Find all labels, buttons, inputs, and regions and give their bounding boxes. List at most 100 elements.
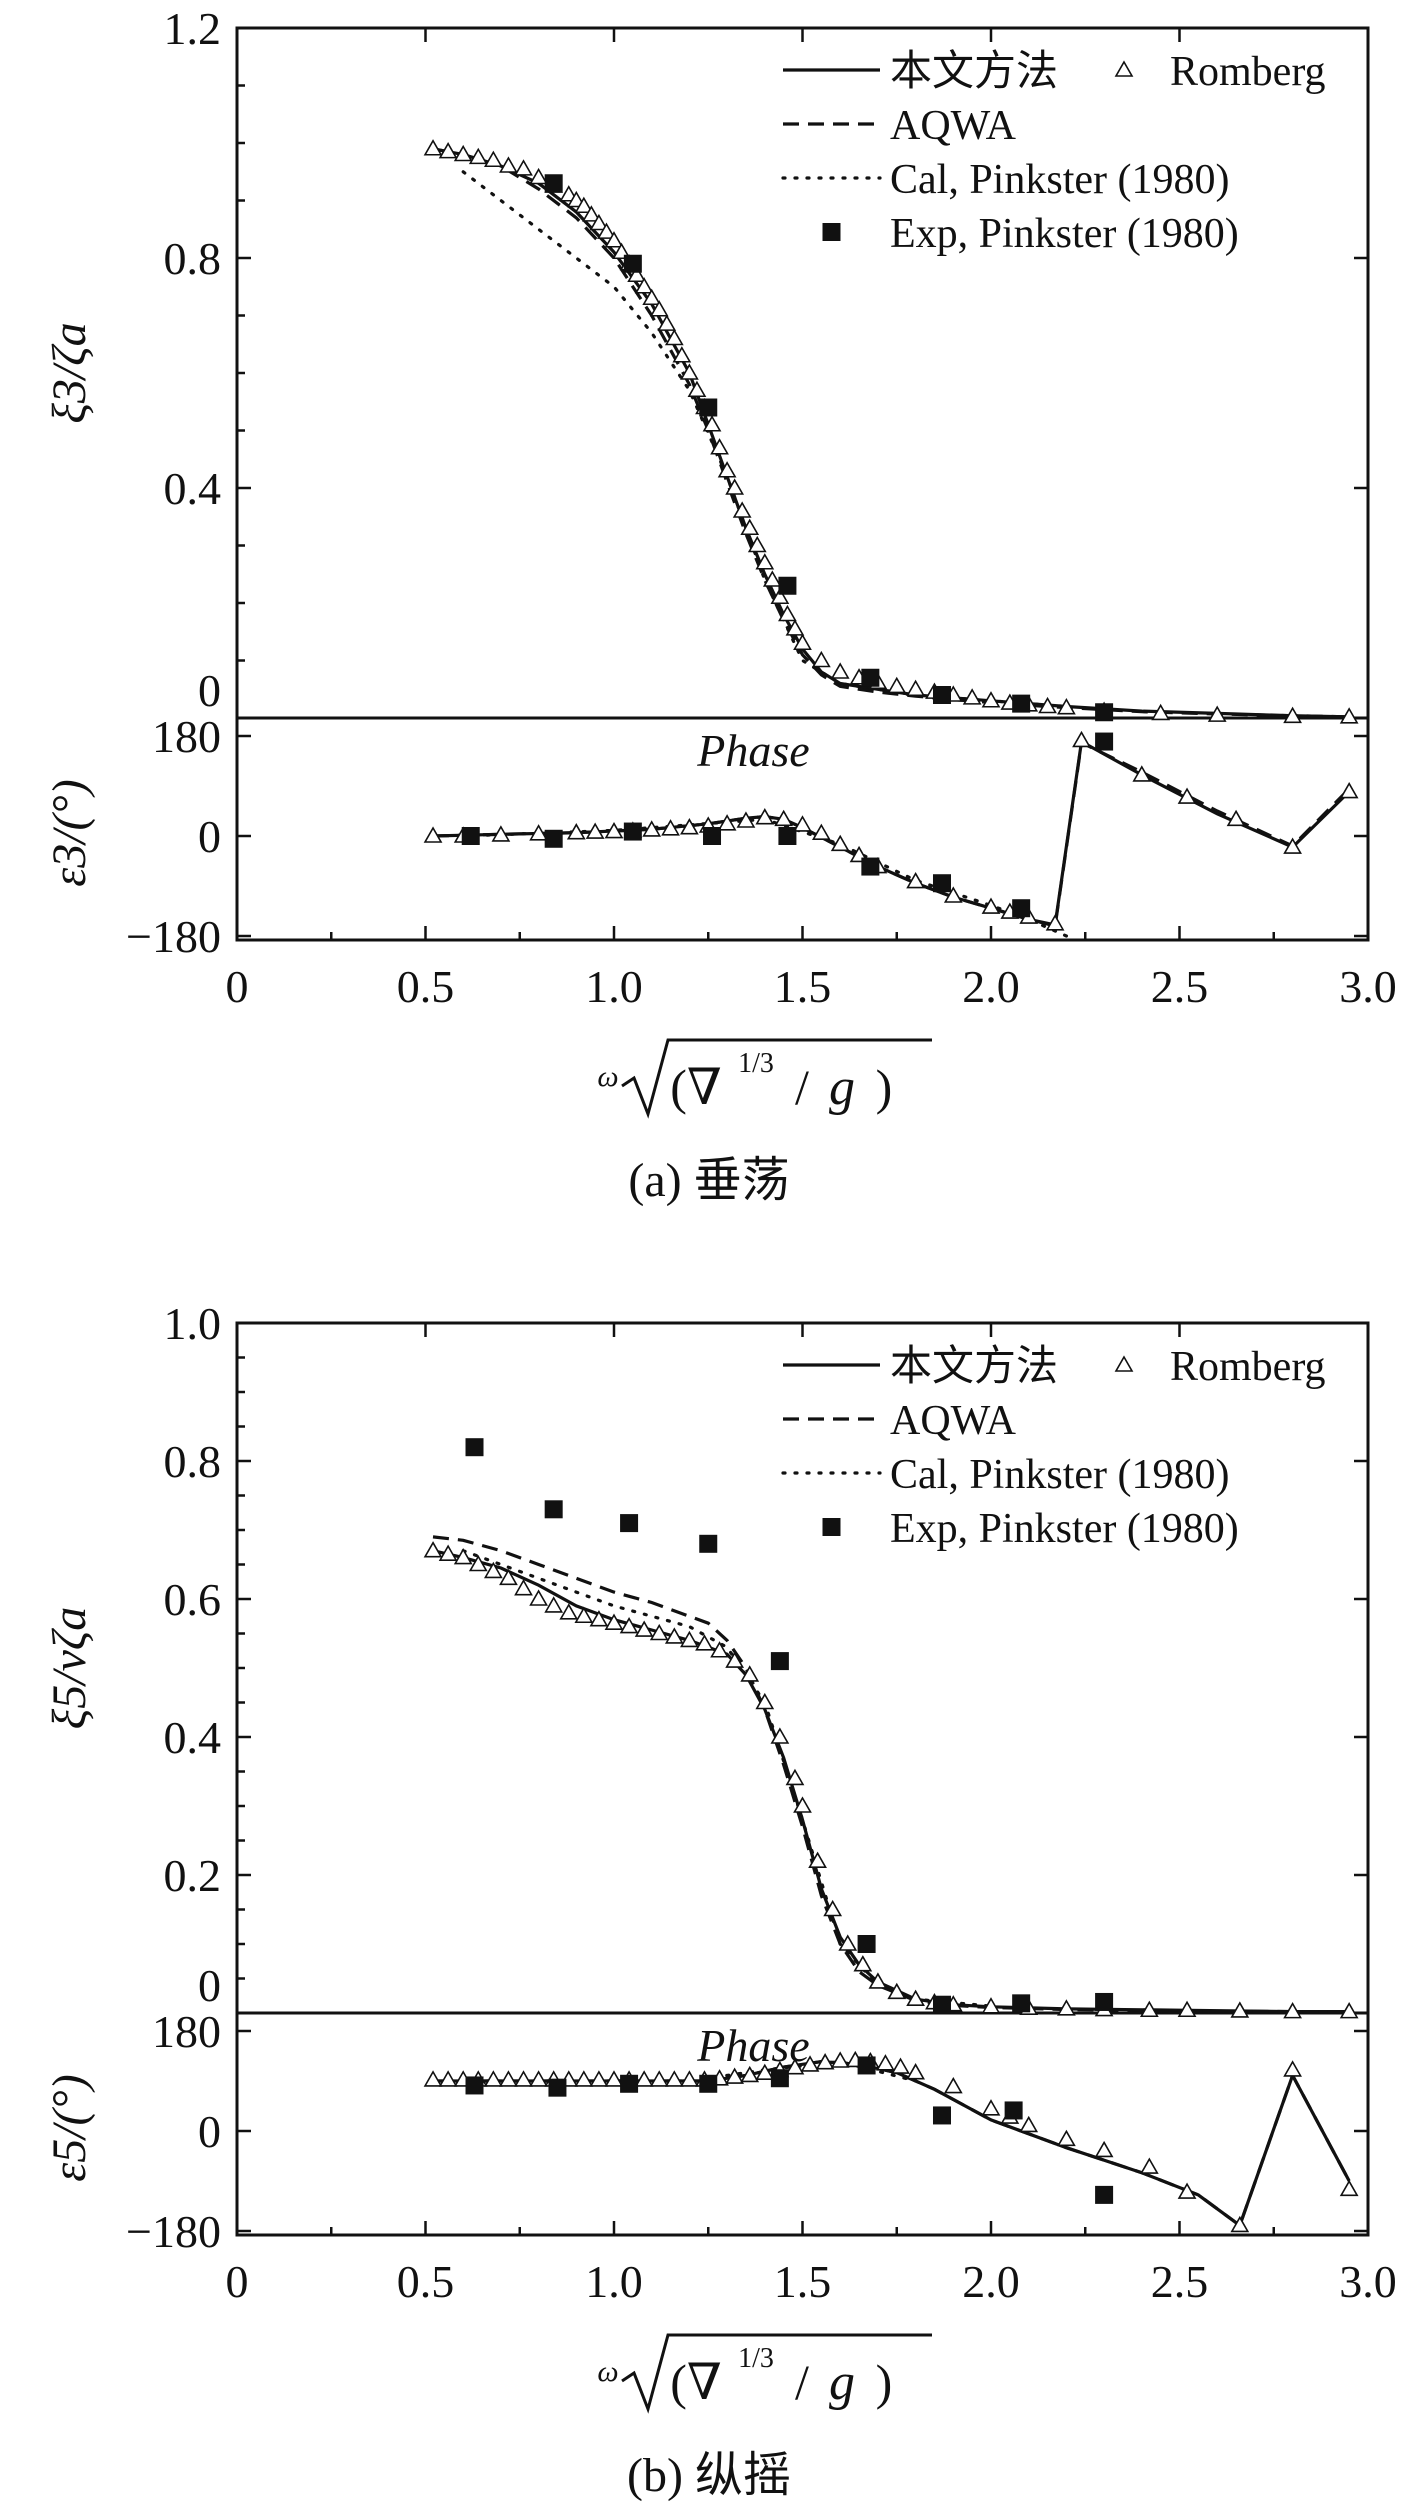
data-point-romberg bbox=[793, 815, 812, 832]
data-point-romberg bbox=[544, 1596, 564, 1613]
x-label-paren: ) bbox=[876, 2354, 893, 2410]
data-point-romberg bbox=[604, 821, 624, 839]
x-label-g: g bbox=[829, 2354, 855, 2411]
data-point-romberg bbox=[453, 1547, 473, 1565]
x-tick-label: 2.0 bbox=[962, 2256, 1020, 2307]
legend-label-aqwa: AQWA bbox=[890, 103, 1017, 149]
data-point-romberg bbox=[680, 2070, 699, 2087]
data-point-exp bbox=[544, 829, 563, 848]
x-label-nabla: (∇ bbox=[670, 2354, 722, 2410]
figure-caption: (a) 垂荡 bbox=[628, 1154, 789, 1207]
data-point-romberg bbox=[811, 823, 831, 841]
data-point-romberg bbox=[815, 2053, 835, 2070]
data-point-romberg bbox=[1057, 698, 1076, 715]
data-point-romberg bbox=[589, 1610, 609, 1627]
data-point-exp bbox=[1004, 2101, 1023, 2120]
data-point-romberg bbox=[755, 553, 775, 570]
data-point-exp bbox=[465, 1438, 484, 1457]
data-point-exp bbox=[1095, 732, 1114, 751]
data-point-romberg bbox=[1139, 2157, 1159, 2174]
data-point-romberg bbox=[438, 1544, 458, 1561]
x-tick-label: 1.5 bbox=[774, 961, 832, 1012]
data-point-romberg bbox=[483, 2070, 503, 2087]
series-line-cal bbox=[461, 1549, 993, 2008]
data-point-romberg bbox=[680, 818, 699, 835]
data-point-romberg bbox=[642, 820, 662, 837]
x-label-nabla: (∇ bbox=[670, 1059, 722, 1115]
data-point-romberg bbox=[1038, 696, 1057, 714]
data-point-romberg bbox=[906, 2063, 925, 2080]
data-point-romberg bbox=[740, 518, 760, 536]
data-point-romberg bbox=[770, 1727, 790, 1744]
legend: 本文方法 Romberg AQWA Cal, Pinkster (1980) Exp, … bbox=[781, 1343, 1326, 1552]
data-point-romberg bbox=[725, 1651, 745, 1668]
y-tick-label: 0 bbox=[198, 1960, 221, 2011]
y-tick-label: 0.6 bbox=[164, 1574, 222, 1625]
data-point-exp bbox=[544, 174, 563, 193]
data-point-romberg bbox=[1177, 787, 1197, 804]
x-tick-label: 3.0 bbox=[1339, 2256, 1397, 2307]
data-point-exp bbox=[932, 686, 951, 704]
data-point-romberg bbox=[774, 809, 794, 827]
data-point-romberg bbox=[1339, 2179, 1359, 2197]
x-tick-label: 1.5 bbox=[774, 2256, 832, 2307]
data-point-romberg bbox=[604, 231, 624, 248]
data-point-romberg bbox=[438, 142, 458, 159]
legend-label-cal: Cal, Pinkster (1980) bbox=[890, 1452, 1229, 1498]
data-point-romberg bbox=[755, 808, 775, 825]
data-point-romberg bbox=[717, 814, 737, 831]
y-tick-label: 0 bbox=[198, 665, 221, 716]
data-point-romberg bbox=[838, 1934, 858, 1951]
phase-y-tick-label: 0 bbox=[198, 2106, 221, 2157]
data-point-romberg bbox=[1057, 2129, 1076, 2147]
data-point-romberg bbox=[695, 1634, 714, 1651]
legend-swatch-exp bbox=[822, 1518, 841, 1536]
y-tick-label: 0.4 bbox=[164, 463, 222, 514]
data-point-romberg bbox=[710, 438, 729, 455]
data-point-exp bbox=[623, 822, 642, 841]
data-point-romberg bbox=[468, 147, 488, 165]
data-point-romberg bbox=[423, 139, 443, 156]
x-tick-label: 1.0 bbox=[585, 2256, 643, 2307]
phase-ylabel: ε5/(°) bbox=[43, 2074, 96, 2181]
data-point-romberg bbox=[755, 2063, 775, 2081]
data-point-exp bbox=[623, 254, 642, 273]
data-point-romberg bbox=[785, 1768, 805, 1786]
data-point-romberg bbox=[514, 159, 533, 176]
data-point-romberg bbox=[514, 2070, 533, 2087]
x-label-paren: ) bbox=[876, 1059, 893, 1115]
x-tick-label: 0.5 bbox=[397, 961, 455, 1012]
data-point-exp bbox=[548, 2078, 567, 2097]
data-point-romberg bbox=[423, 1541, 443, 1558]
data-point-exp bbox=[1095, 2185, 1114, 2204]
data-point-exp bbox=[857, 1935, 876, 1953]
data-point-romberg bbox=[582, 205, 601, 222]
y-tick-label: 0.2 bbox=[164, 1850, 222, 1901]
data-point-romberg bbox=[529, 824, 548, 841]
x-label-g: g bbox=[829, 1059, 855, 1116]
data-point-exp bbox=[1012, 1994, 1031, 2013]
data-point-romberg bbox=[853, 1955, 873, 1972]
data-point-romberg bbox=[962, 688, 982, 705]
data-point-romberg bbox=[732, 501, 752, 518]
data-point-romberg bbox=[702, 415, 722, 432]
data-point-romberg bbox=[559, 1603, 579, 1620]
x-tick-label: 2.5 bbox=[1151, 961, 1209, 1012]
data-point-romberg bbox=[634, 277, 654, 294]
phase-annotation: Phase bbox=[696, 725, 809, 776]
legend-label-romberg: Romberg bbox=[1170, 1344, 1326, 1390]
data-point-romberg bbox=[642, 288, 662, 306]
data-point-romberg bbox=[830, 2051, 850, 2068]
data-point-exp bbox=[932, 2106, 951, 2125]
data-point-romberg bbox=[574, 196, 594, 214]
figure-caption: (b) 纵摇 bbox=[627, 2449, 791, 2502]
x-label-exponent: 1/3 bbox=[738, 2343, 774, 2374]
data-point-romberg bbox=[680, 363, 699, 380]
data-point-romberg bbox=[876, 2054, 895, 2071]
x-label-slash: / bbox=[795, 2354, 809, 2410]
data-point-romberg bbox=[566, 823, 586, 840]
data-point-romberg bbox=[1057, 1999, 1076, 2016]
data-point-romberg bbox=[514, 1579, 533, 1596]
data-point-exp bbox=[699, 1534, 718, 1553]
